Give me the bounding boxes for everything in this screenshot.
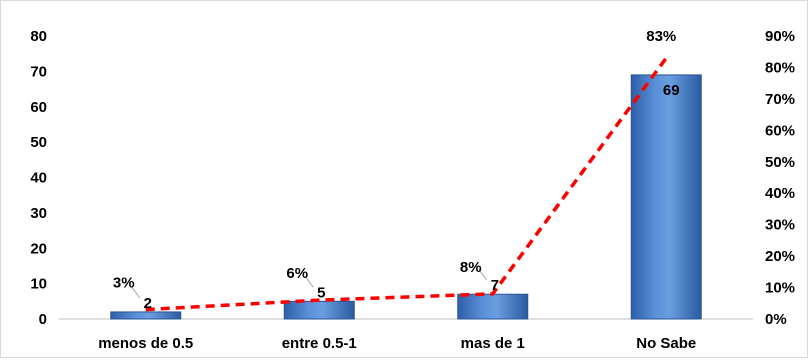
percent-value-label: 6% [286, 265, 308, 282]
right-tick-label: 20% [765, 248, 795, 265]
bar [630, 74, 702, 320]
percent-value-label: 3% [113, 275, 135, 292]
right-tick-label: 60% [765, 122, 795, 139]
leader-line [304, 276, 314, 288]
bar-series [110, 74, 702, 320]
bar-value-label: 7 [491, 277, 499, 294]
percent-data-labels: 3% 6% 8% 83% [113, 28, 676, 292]
data-label-leaders [131, 268, 488, 299]
category-labels: menos de 0.5 entre 0.5-1 mas de 1 No Sabe [98, 335, 696, 352]
left-tick-label: 20 [30, 240, 47, 257]
right-tick-label: 30% [765, 217, 795, 234]
leader-line [478, 268, 488, 281]
left-tick-label: 0 [39, 311, 47, 328]
right-tick-label: 80% [765, 59, 795, 76]
bar-value-label: 69 [663, 82, 680, 99]
right-tick-label: 0% [765, 311, 787, 328]
left-tick-label: 30 [30, 205, 47, 222]
bar-value-label: 5 [317, 284, 325, 301]
percent-value-label: 8% [460, 259, 482, 276]
percent-value-label: 83% [646, 28, 676, 45]
right-tick-label: 10% [765, 280, 795, 297]
left-tick-label: 80 [30, 28, 47, 45]
percent-line-series [145, 56, 668, 312]
right-tick-label: 90% [765, 28, 795, 45]
bar [110, 311, 182, 320]
category-label: mas de 1 [461, 335, 525, 352]
bar [283, 300, 355, 320]
right-tick-label: 50% [765, 154, 795, 171]
bar [457, 293, 529, 320]
left-tick-label: 40 [30, 170, 47, 187]
left-tick-label: 10 [30, 276, 47, 293]
category-label: entre 0.5-1 [282, 335, 357, 352]
percent-line [145, 56, 668, 312]
left-tick-label: 60 [30, 99, 47, 116]
bar-value-label: 2 [144, 295, 152, 312]
left-tick-label: 50 [30, 134, 47, 151]
category-label: No Sabe [636, 335, 696, 352]
category-label: menos de 0.5 [98, 335, 193, 352]
right-tick-label: 40% [765, 185, 795, 202]
bar-data-labels: 2 5 7 69 [144, 82, 680, 312]
right-tick-label: 70% [765, 91, 795, 108]
left-axis-ticks: 0 10 20 30 40 50 60 70 80 [30, 28, 47, 328]
right-axis-ticks: 0% 10% 20% 30% 40% 50% 60% 70% 80% 90% [765, 28, 795, 328]
left-tick-label: 70 [30, 63, 47, 80]
leader-line [131, 286, 141, 299]
